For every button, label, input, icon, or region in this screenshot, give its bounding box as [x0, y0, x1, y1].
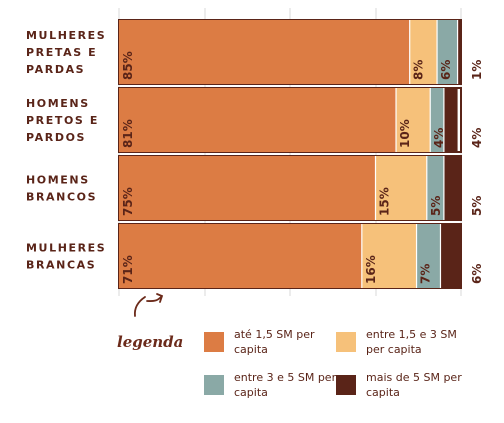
category-label: BRANCAS: [26, 259, 96, 272]
legend-label-2: entre 1,5 e 3 SM per capita: [366, 328, 457, 356]
legend-label-1: até 1,5 SM per capita: [234, 328, 315, 356]
category-label: PARDAS: [26, 63, 85, 76]
data-label: 4%: [470, 128, 484, 148]
data-label: 81%: [121, 119, 135, 148]
category-label: PRETOS E: [26, 114, 99, 127]
bar-segment: [409, 20, 438, 84]
data-label: 71%: [121, 255, 135, 284]
bar-segment: [361, 224, 417, 288]
bar-segment: [119, 88, 397, 152]
data-label: 1%: [470, 60, 484, 80]
bar-segment: [119, 224, 362, 288]
bar-segment: [430, 88, 444, 152]
data-label: 85%: [121, 51, 135, 80]
category-label: PARDOS: [26, 131, 86, 144]
bar-segment: [396, 88, 431, 152]
bar-segment: [437, 20, 458, 84]
data-label: 7%: [419, 264, 433, 284]
legend-swatch-3: [204, 375, 224, 395]
legend-swatch-2: [336, 332, 356, 352]
data-label: 75%: [121, 187, 135, 216]
category-label: MULHERES: [26, 242, 106, 255]
bar-segment: [426, 156, 444, 220]
data-label: 5%: [429, 196, 443, 216]
legend-swatch-4: [336, 375, 356, 395]
legend-label-4: mais de 5 SM per capita: [366, 371, 462, 399]
bar-segment: [457, 20, 461, 84]
data-label: 10%: [398, 119, 412, 148]
data-label: 8%: [412, 60, 426, 80]
data-label: 6%: [470, 264, 484, 284]
category-label: PRETAS E: [26, 46, 97, 59]
data-label: 4%: [432, 128, 446, 148]
category-label: HOMENS: [26, 174, 90, 187]
category-label: HOMENS: [26, 97, 90, 110]
arrow-icon: [133, 293, 164, 317]
bar-segment: [440, 224, 461, 288]
data-label: 15%: [378, 187, 392, 216]
bar-segment: [375, 156, 427, 220]
legend-label-3: entre 3 e 5 SM per capita: [234, 371, 337, 399]
data-label: 5%: [470, 196, 484, 216]
bar-segment: [443, 156, 461, 220]
legend-title: legenda: [117, 333, 184, 351]
bar-segment: [119, 156, 376, 220]
category-label: MULHERES: [26, 29, 106, 42]
data-label: 16%: [364, 255, 378, 284]
bar-segment: [443, 88, 458, 152]
category-label: BRANCOS: [26, 191, 97, 204]
data-label: 6%: [439, 60, 453, 80]
bar-segment: [119, 20, 410, 84]
legend-swatch-1: [204, 332, 224, 352]
bar-segment: [416, 224, 441, 288]
